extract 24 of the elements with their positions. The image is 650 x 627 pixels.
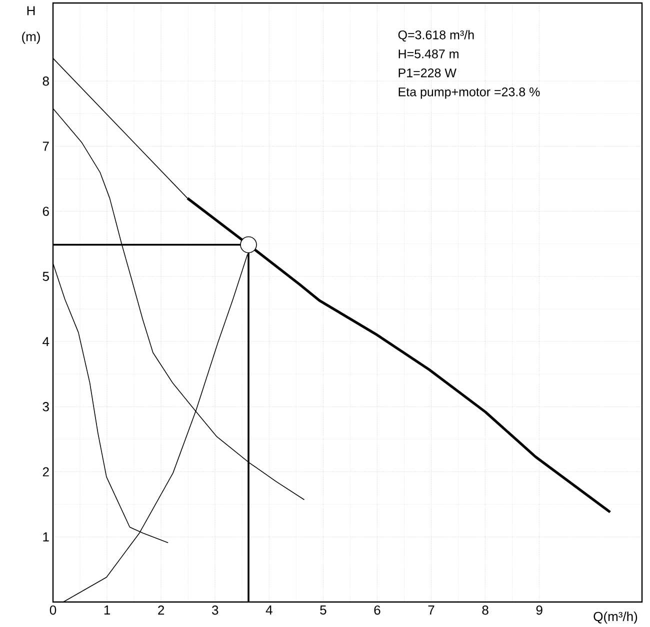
x-tick-label: 7 <box>428 606 434 614</box>
x-tick-label: 8 <box>482 606 488 615</box>
x-tick-label: 9 <box>536 606 542 615</box>
x-tick-label: 4 <box>266 606 272 614</box>
x-tick-label: 5 <box>320 606 326 615</box>
y-tick-label: 2 <box>42 467 49 476</box>
y-tick-label: 4 <box>42 337 50 346</box>
x-axis-title: Q(m³/h) <box>594 612 638 624</box>
annotation: P1=228 W <box>398 68 456 78</box>
y-tick-label: 8 <box>42 76 49 86</box>
y-tick-label: 6 <box>42 206 49 216</box>
x-tick-label: 0 <box>50 606 56 615</box>
annotation: Eta pump+motor =23.8 % <box>398 87 540 99</box>
y-tick-label: 7 <box>42 142 49 151</box>
y-tick-label: 5 <box>42 272 49 281</box>
x-tick-label: 3 <box>212 606 218 615</box>
text: H (m) <box>22 6 40 44</box>
x-tick-label: 1 <box>104 606 110 614</box>
x-tick-label: 6 <box>374 606 380 615</box>
annotation: Q=3.618 m³/h <box>398 30 474 42</box>
annotation: H=5.487 m <box>398 49 458 58</box>
y-tick-label: 1 <box>43 532 49 542</box>
y-tick-label: 3 <box>42 402 49 412</box>
x-tick-label: 2 <box>158 606 164 615</box>
